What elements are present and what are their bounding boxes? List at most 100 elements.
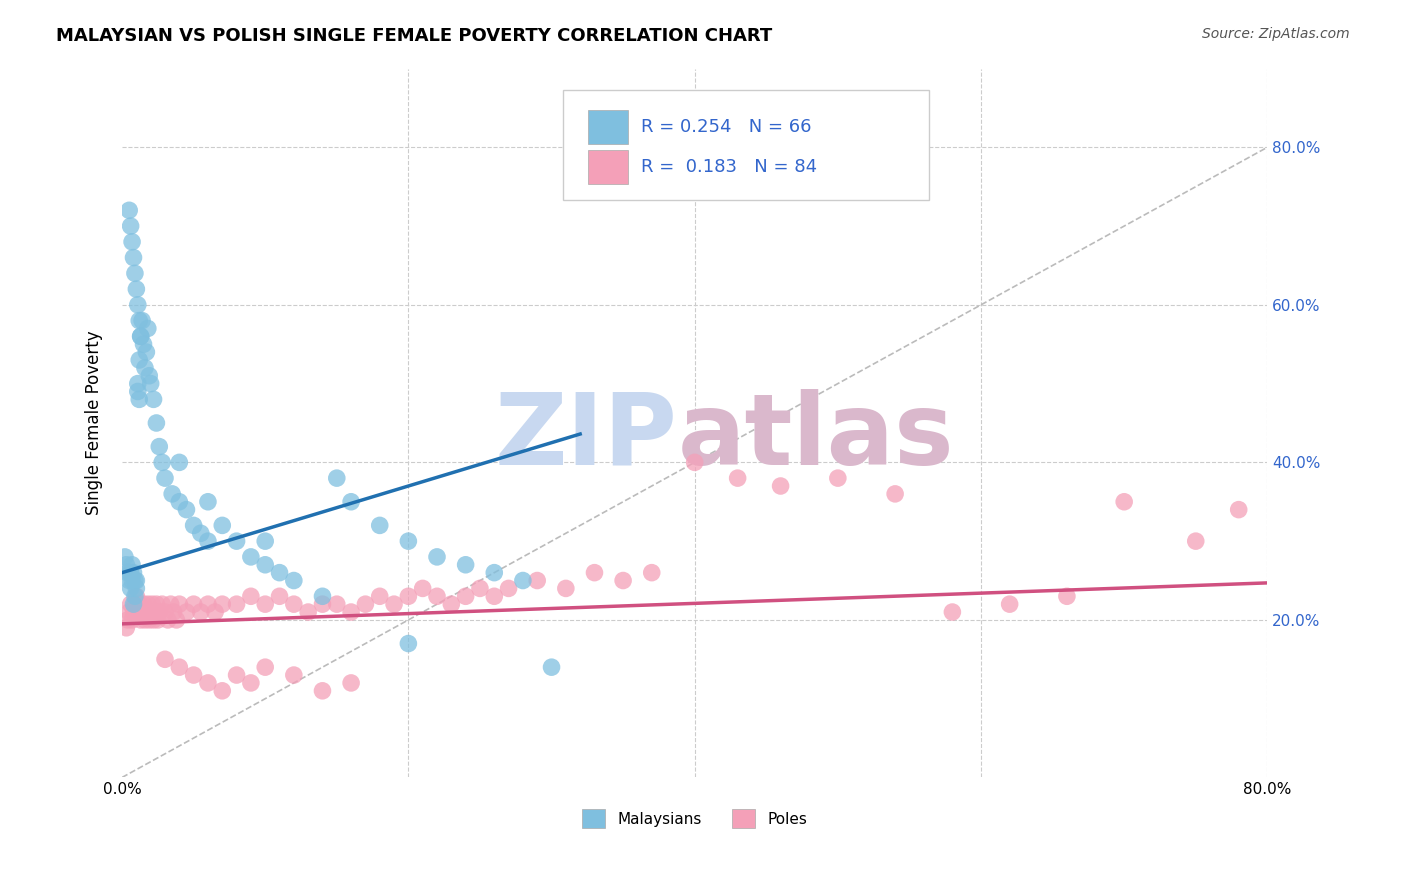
Point [122, 566, 145, 580]
Point [498, 582, 520, 596]
Legend: Malaysians, Poles: Malaysians, Poles [576, 804, 813, 834]
Point [484, 566, 506, 580]
Point [311, 683, 333, 698]
Point [135, 345, 157, 359]
Point [827, 471, 849, 485]
Point [121, 574, 143, 588]
Point [368, 518, 391, 533]
Point [122, 251, 145, 265]
Point [554, 582, 576, 596]
Point [138, 613, 160, 627]
Point [120, 566, 142, 580]
Point [115, 621, 138, 635]
Point [128, 392, 150, 407]
Point [1114, 495, 1136, 509]
Point [239, 589, 262, 603]
Point [183, 597, 205, 611]
Point [396, 636, 419, 650]
Point [153, 652, 176, 666]
Point [145, 416, 167, 430]
Point [641, 566, 664, 580]
Text: R =  0.183   N = 84: R = 0.183 N = 84 [641, 158, 817, 176]
Point [769, 479, 792, 493]
Point [354, 597, 377, 611]
Point [211, 597, 233, 611]
Point [146, 613, 169, 627]
Point [127, 298, 149, 312]
Point [138, 368, 160, 383]
Point [440, 597, 463, 611]
Point [526, 574, 548, 588]
Point [124, 574, 146, 588]
Point [156, 613, 179, 627]
Point [197, 676, 219, 690]
Point [382, 597, 405, 611]
Point [153, 605, 176, 619]
Point [159, 597, 181, 611]
Point [283, 597, 305, 611]
Point [142, 613, 165, 627]
Point [311, 597, 333, 611]
Text: atlas: atlas [678, 389, 955, 485]
Point [142, 392, 165, 407]
Point [169, 660, 191, 674]
Point [132, 597, 155, 611]
Point [197, 534, 219, 549]
Point [134, 613, 156, 627]
Point [412, 582, 434, 596]
Point [114, 549, 136, 564]
Point [124, 589, 146, 603]
Point [190, 605, 212, 619]
Point [148, 440, 170, 454]
Point [118, 203, 141, 218]
Point [176, 605, 198, 619]
Point [128, 597, 150, 611]
Point [340, 495, 363, 509]
Point [311, 589, 333, 603]
Point [139, 376, 162, 391]
Point [426, 549, 449, 564]
FancyBboxPatch shape [562, 90, 929, 200]
Point [125, 574, 148, 588]
Point [160, 487, 183, 501]
Point [121, 558, 143, 572]
Point [117, 613, 139, 627]
Point [1227, 502, 1250, 516]
FancyBboxPatch shape [588, 150, 628, 184]
Point [117, 566, 139, 580]
Point [426, 589, 449, 603]
Point [121, 235, 143, 249]
Point [340, 676, 363, 690]
Point [129, 613, 152, 627]
Point [169, 495, 191, 509]
Point [135, 605, 157, 619]
Point [148, 605, 170, 619]
Point [211, 518, 233, 533]
Point [162, 605, 184, 619]
Point [125, 582, 148, 596]
Point [131, 605, 153, 619]
Point [136, 321, 159, 335]
Text: MALAYSIAN VS POLISH SINGLE FEMALE POVERTY CORRELATION CHART: MALAYSIAN VS POLISH SINGLE FEMALE POVERT… [56, 27, 772, 45]
Point [125, 282, 148, 296]
Point [129, 329, 152, 343]
Point [326, 597, 349, 611]
Point [612, 574, 634, 588]
Point [269, 566, 291, 580]
Point [197, 495, 219, 509]
Point [225, 668, 247, 682]
Point [197, 597, 219, 611]
Point [254, 660, 277, 674]
Point [297, 605, 319, 619]
Point [211, 683, 233, 698]
Point [368, 589, 391, 603]
Point [998, 597, 1021, 611]
Point [136, 597, 159, 611]
Point [124, 266, 146, 280]
Point [141, 597, 163, 611]
Point [239, 676, 262, 690]
Point [583, 566, 606, 580]
Point [120, 582, 142, 596]
Point [1056, 589, 1078, 603]
Point [145, 597, 167, 611]
